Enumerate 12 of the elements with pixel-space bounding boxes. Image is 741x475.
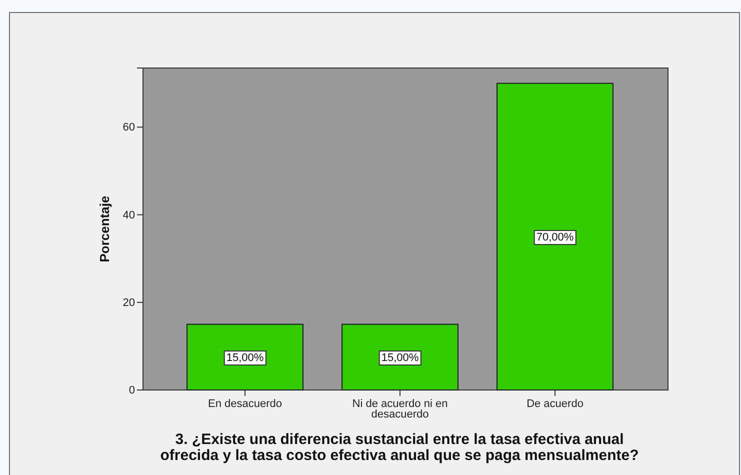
y-tick-label: 60 — [122, 122, 135, 134]
y-tick-label: 40 — [122, 209, 135, 222]
y-tick-label: 20 — [122, 296, 135, 309]
data-label: 70,00% — [536, 232, 574, 244]
data-label: 15,00% — [226, 352, 264, 364]
data-label: 15,00% — [381, 352, 419, 364]
y-tick-label: 0 — [128, 384, 135, 397]
y-axis-title: Porcentaje — [97, 196, 112, 262]
x-tick-label: De acuerdo — [526, 398, 584, 410]
x-axis-title: 3. ¿Existe una diferencia sustancial entre la tasa efectiva anual ofrecida y la tasa costo efectiva anual que se paga mensualmente? — [160, 431, 639, 464]
x-tick-label: Ni de acuerdo ni en desacuerdo — [352, 398, 448, 420]
x-tick-label: En desacuerdo — [208, 398, 282, 410]
